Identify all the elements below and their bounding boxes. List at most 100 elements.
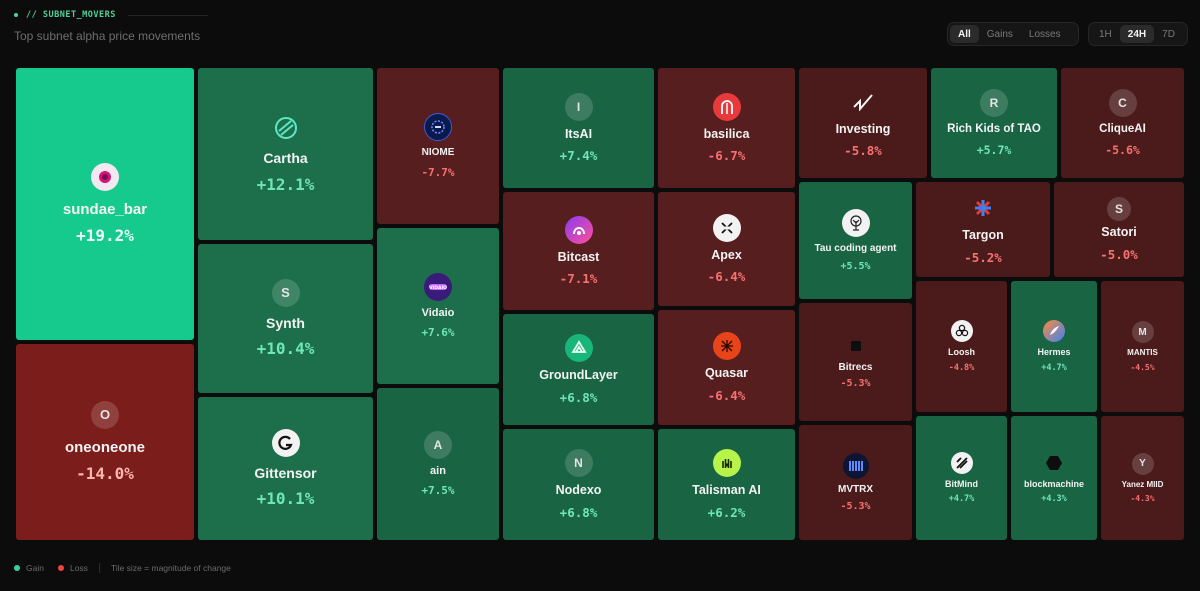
letter-r-icon: R [980, 88, 1008, 117]
tile-name: Cartha [263, 150, 308, 167]
tile-name: Vidaio [421, 306, 455, 319]
letter-o-icon: O [91, 400, 119, 429]
tile-change: +5.5% [840, 261, 871, 273]
loosh-logo-icon [950, 320, 973, 343]
tile-name: Bitrecs [838, 361, 873, 373]
tile-basilica[interactable]: basilica -6.7% [658, 68, 795, 188]
mvtrx-logo-icon [842, 453, 869, 480]
gain-dot-icon [14, 565, 20, 571]
tile-change: +4.3% [1041, 494, 1067, 505]
hermes-logo-icon [1043, 320, 1065, 343]
tile-change: +7.6% [421, 326, 455, 340]
tile-cartha[interactable]: Cartha +12.1% [198, 68, 373, 240]
tile-name: Nodexo [555, 483, 602, 498]
letter-n-icon: N [564, 449, 593, 478]
niome-logo-icon [424, 113, 452, 142]
tile-name: Satori [1101, 225, 1137, 240]
tile-change: -5.3% [840, 378, 871, 390]
tile-gittensor[interactable]: Gittensor +10.1% [198, 397, 373, 540]
filter-losses-button[interactable]: Losses [1028, 28, 1061, 40]
tile-satori[interactable]: S Satori -5.0% [1054, 182, 1184, 277]
tile-yanez-miid[interactable]: Y Yanez MIID -4.3% [1101, 416, 1184, 540]
tile-targon[interactable]: Targon -5.2% [916, 182, 1050, 277]
divider [127, 14, 208, 16]
tile-change: +7.4% [559, 148, 598, 164]
tile-apex[interactable]: Apex -6.4% [658, 192, 795, 306]
letter-s-icon: S [271, 278, 300, 307]
filter-all-button[interactable]: All [950, 25, 979, 43]
tile-itsai[interactable]: I ItsAI +7.4% [503, 68, 654, 188]
timeframe-segmented-control: 1H 24H 7D [1088, 22, 1188, 46]
tile-ain[interactable]: A ain +7.5% [377, 388, 499, 540]
letter-y-icon: Y [1131, 452, 1154, 475]
gittensor-logo-icon [271, 428, 300, 457]
tile-name: BitMind [945, 478, 978, 489]
tile-synth[interactable]: S Synth +10.4% [198, 244, 373, 393]
sundae-bar-logo-icon [91, 162, 119, 191]
legend-gain-label: Gain [26, 563, 44, 573]
tile-name: CliqueAI [1099, 122, 1146, 135]
tile-name: ItsAI [564, 126, 593, 141]
bitcast-logo-icon [564, 215, 593, 244]
tile-name: Hermes [1037, 347, 1071, 358]
tile-oneoneone[interactable]: O oneoneone -14.0% [16, 344, 194, 540]
tile-rich-kids-of-tao[interactable]: R Rich Kids of TAO +5.7% [931, 68, 1057, 178]
tile-niome[interactable]: NIOME -7.7% [377, 68, 499, 224]
cartha-logo-icon [272, 114, 300, 142]
tile-change: -4.8% [948, 362, 975, 373]
legend-loss-label: Loss [69, 563, 88, 573]
tile-investing[interactable]: Investing -5.8% [799, 68, 927, 178]
filter-gains-button[interactable]: Gains [986, 28, 1013, 40]
tile-change: -4.3% [1130, 494, 1155, 504]
tile-name: Tau coding agent [814, 242, 897, 254]
tile-cliqueai[interactable]: C CliqueAI -5.6% [1061, 68, 1184, 178]
tile-change: +10.4% [256, 339, 315, 359]
section-eyebrow: // SUBNET_MOVERS [14, 10, 208, 20]
tile-bitrecs[interactable]: Bitrecs -5.3% [799, 303, 912, 421]
tile-loosh[interactable]: Loosh -4.8% [916, 281, 1007, 412]
page-subtitle: Top subnet alpha price movements [14, 29, 201, 43]
tile-name: Rich Kids of TAO [947, 122, 1041, 135]
tile-change: +10.1% [256, 489, 315, 509]
tile-name: Quasar [704, 366, 749, 381]
tile-talisman-ai[interactable]: Talisman AI +6.2% [658, 429, 795, 540]
tile-hermes[interactable]: Hermes +4.7% [1011, 281, 1097, 412]
blockmachine-logo-icon [1043, 452, 1065, 474]
tile-change: +19.2% [76, 226, 134, 246]
tile-sundae-bar[interactable]: sundae_bar +19.2% [16, 68, 194, 340]
talisman-logo-icon [712, 449, 741, 478]
tile-change: +7.5% [421, 484, 455, 498]
apex-logo-icon [712, 213, 741, 242]
tile-change: +12.1% [256, 174, 315, 194]
groundlayer-logo-icon [564, 334, 593, 363]
tile-blockmachine[interactable]: blockmachine +4.3% [1011, 416, 1097, 540]
bitmind-logo-icon [950, 451, 973, 474]
tile-change: -7.1% [559, 271, 598, 287]
timeframe-7d-button[interactable]: 7D [1162, 28, 1175, 40]
legend: Gain Loss Tile size = magnitude of chang… [14, 563, 231, 573]
tile-tau-coding-agent[interactable]: Tau coding agent +5.5% [799, 182, 912, 299]
tile-name: NIOME [421, 147, 455, 159]
letter-m-icon: M [1131, 321, 1154, 344]
tile-mvtrx[interactable]: MVTRX -5.3% [799, 425, 912, 540]
timeframe-1h-button[interactable]: 1H [1099, 28, 1112, 40]
tile-change: -6.7% [707, 148, 746, 164]
loss-dot-icon [57, 565, 64, 571]
tile-name: MVTRX [838, 484, 873, 496]
tile-name: Gittensor [254, 464, 317, 481]
tile-mantis[interactable]: M MANTIS -4.5% [1101, 281, 1184, 412]
tile-name: GroundLayer [539, 368, 618, 383]
tile-bitcast[interactable]: Bitcast -7.1% [503, 192, 654, 310]
tile-name: Synth [266, 314, 305, 331]
tile-change: -5.0% [1100, 246, 1138, 262]
tile-bitmind[interactable]: BitMind +4.7% [916, 416, 1007, 540]
timeframe-24h-button[interactable]: 24H [1119, 25, 1155, 43]
tile-change: +6.2% [707, 504, 746, 520]
tile-groundlayer[interactable]: GroundLayer +6.8% [503, 314, 654, 425]
tile-nodexo[interactable]: N Nodexo +6.8% [503, 429, 654, 540]
divider [98, 563, 100, 573]
tile-quasar[interactable]: Quasar -6.4% [658, 310, 795, 425]
tile-name: ain [430, 464, 446, 477]
tile-vidaio[interactable]: VIDAIO Vidaio +7.6% [377, 228, 499, 384]
tile-change: +5.7% [976, 143, 1012, 158]
